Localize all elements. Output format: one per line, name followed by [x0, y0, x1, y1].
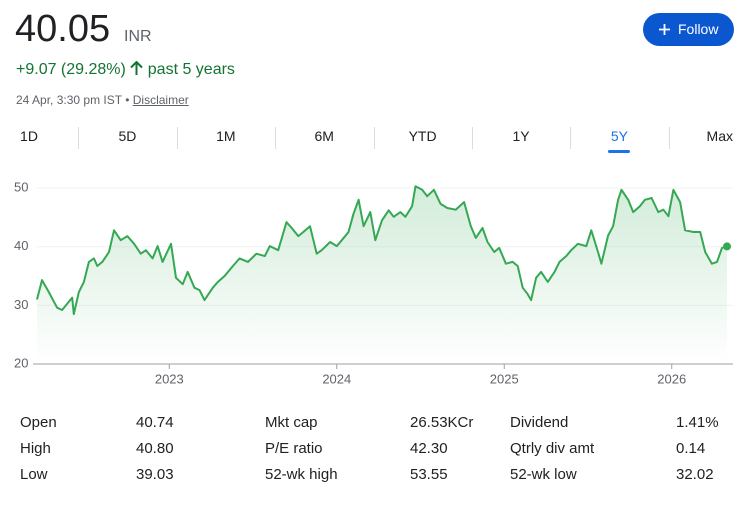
timestamp: 24 Apr, 3:30 pm IST: [16, 93, 122, 107]
stat-label: 52-wk high: [265, 466, 338, 483]
follow-label: Follow: [678, 21, 719, 37]
tab-separator: [668, 127, 670, 149]
y-tick-label: 30: [14, 297, 28, 312]
disclaimer-link[interactable]: Disclaimer: [132, 93, 189, 107]
stat-value: 32.02: [676, 466, 714, 483]
stat-label: Mkt cap: [265, 414, 318, 431]
stat-value: 53.55: [410, 466, 448, 483]
stat-label: Open: [20, 414, 57, 431]
stat-value: 26.53KCr: [410, 414, 474, 431]
tab-separator: [570, 127, 572, 149]
follow-button[interactable]: Follow: [643, 13, 734, 46]
period: past 5 years: [147, 61, 235, 78]
tab-underline: [608, 150, 631, 153]
range-tab[interactable]: 1M: [216, 128, 236, 144]
range-tab[interactable]: 1Y: [512, 128, 530, 144]
y-tick-label: 40: [14, 238, 28, 253]
area-fill: [37, 186, 727, 364]
stat-label: High: [20, 440, 51, 457]
tab-separator: [78, 127, 80, 149]
stat-value: 40.80: [136, 440, 174, 457]
y-tick-label: 50: [14, 179, 28, 194]
plus-icon: [659, 24, 670, 35]
tab-separator: [176, 127, 178, 149]
stat-label: Dividend: [510, 414, 569, 431]
range-tab[interactable]: 5D: [118, 128, 137, 144]
tab-separator: [373, 127, 375, 149]
stat-value: 42.30: [410, 440, 448, 457]
stat-label: Low: [20, 466, 48, 483]
stat-value: 40.74: [136, 414, 174, 431]
range-tab[interactable]: 6M: [314, 128, 334, 144]
stat-value: 1.41%: [676, 414, 719, 431]
range-tab[interactable]: 5Y: [610, 128, 628, 144]
change-row: +9.07 (29.28%) past 5 years: [16, 60, 235, 79]
range-tab[interactable]: YTD: [408, 128, 437, 144]
up-arrow: [130, 60, 144, 75]
change: +9.07 (29.28%): [16, 61, 126, 78]
stat-label: P/E ratio: [265, 440, 323, 457]
x-tick-label: 2024: [322, 371, 351, 386]
range-tab[interactable]: 1D: [20, 128, 38, 144]
x-tick-label: 2023: [155, 371, 184, 386]
tab-separator: [275, 127, 277, 149]
stat-label: Qtrly div amt: [510, 440, 595, 457]
stat-label: 52-wk low: [510, 466, 577, 483]
separator: •: [125, 93, 130, 107]
timestamp-row: 24 Apr, 3:30 pm IST • Disclaimer: [16, 93, 189, 107]
y-tick-label: 20: [14, 355, 28, 370]
x-tick-label: 2025: [490, 371, 519, 386]
tab-separator: [472, 127, 473, 149]
x-tick-label: 2026: [657, 371, 686, 386]
stat-value: 39.03: [136, 466, 174, 483]
last-point: [723, 242, 731, 251]
stat-value: 0.14: [676, 440, 706, 457]
currency: INR: [124, 28, 152, 45]
price: 40.05: [15, 8, 111, 50]
chart: 20 30 40 50 2023 2024 2025 2026: [14, 179, 733, 386]
price-line: [36, 185, 728, 316]
range-tab[interactable]: Max: [706, 128, 733, 144]
